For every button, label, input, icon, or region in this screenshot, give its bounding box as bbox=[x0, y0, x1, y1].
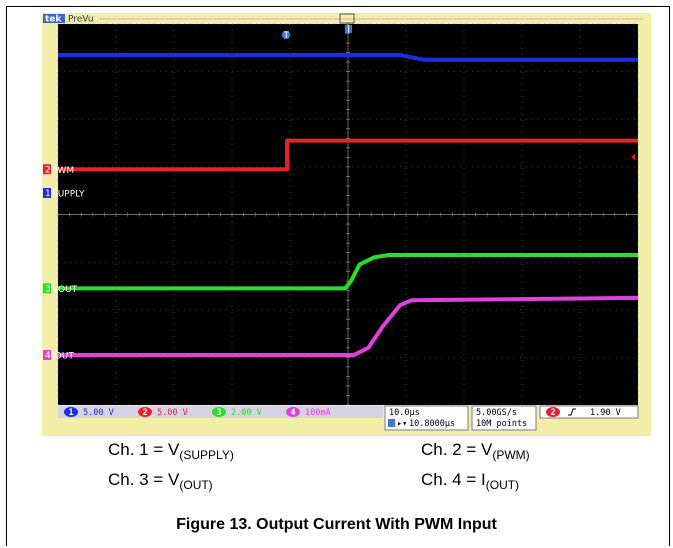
ch1-scale-value: 5.00 V bbox=[83, 408, 114, 418]
trigger-source: 2 bbox=[551, 408, 556, 418]
timebase-box bbox=[384, 405, 469, 431]
legend-ch1-sub: (SUPPLY) bbox=[179, 448, 234, 462]
ch2-screen-label: PWM bbox=[52, 166, 74, 176]
ch4-scale-badge bbox=[286, 407, 300, 417]
legend-ch1: Ch. 1 = V(SUPPLY) bbox=[108, 440, 234, 462]
ch3-marker-number: 3 bbox=[45, 284, 51, 294]
ch2-scale-number: 2 bbox=[143, 408, 148, 418]
legend-ch3-sub: (OUT) bbox=[179, 478, 213, 492]
ch4-screen-label: IOUT bbox=[52, 351, 74, 361]
svg-text:T: T bbox=[283, 31, 290, 41]
trigger-level-marker bbox=[631, 154, 635, 160]
trigger-level: 1.90 V bbox=[590, 408, 621, 418]
channel-labels: 1 SUPPLY 2 PWM 3 VOUT 4 IOUT bbox=[43, 164, 85, 361]
record-length: 10M points bbox=[476, 419, 527, 429]
trace-ch2 bbox=[58, 138, 638, 172]
delay-value: 10.8000µs bbox=[409, 419, 455, 429]
brand-badge bbox=[43, 14, 65, 23]
ch3-scale-badge bbox=[212, 407, 226, 417]
waveform-traces bbox=[58, 52, 639, 357]
ch2-marker-number: 2 bbox=[45, 165, 51, 175]
trace-ch3 bbox=[58, 252, 638, 291]
record-window-indicator bbox=[339, 13, 355, 24]
acquisition-box bbox=[471, 405, 537, 431]
legend-ch2-sub: (PWM) bbox=[492, 448, 530, 462]
ch3-scale-value: 2.00 V bbox=[231, 408, 262, 418]
figure-frame bbox=[6, 6, 670, 546]
legend-ch3: Ch. 3 = V(OUT) bbox=[108, 470, 213, 492]
ch4-scale-number: 4 bbox=[291, 408, 296, 418]
brand-label: tek bbox=[45, 15, 62, 25]
legend-ch4: Ch. 4 = I(OUT) bbox=[421, 470, 519, 492]
trigger-source-badge bbox=[546, 407, 560, 417]
trigger-position-marker: T bbox=[281, 30, 291, 41]
legend-ch4-sub: (OUT) bbox=[485, 478, 520, 492]
ch3-scale-number: 3 bbox=[217, 408, 222, 418]
ch4-ground-marker bbox=[43, 349, 51, 360]
oscilloscope-screenshot: tek PreVu T 1 SUPPLY 2 PWM 3 VOUT 4 IOUT 1 5.00 … bbox=[42, 13, 651, 436]
sample-rate: 5.00GS/s bbox=[476, 408, 517, 418]
delay-icon bbox=[388, 419, 395, 427]
top-border bbox=[6, 6, 670, 7]
ch1-scale-badge bbox=[64, 407, 78, 417]
mode-label: PreVu bbox=[68, 15, 94, 25]
figure-caption: Figure 13. Output Current With PWM Input bbox=[176, 516, 497, 533]
legend-ch2: Ch. 2 = V(PWM) bbox=[421, 440, 530, 462]
legend-ch2-prefix: Ch. 2 = V bbox=[421, 440, 493, 459]
legend-ch1-prefix: Ch. 1 = V bbox=[108, 440, 180, 459]
ch1-scale-number: 1 bbox=[69, 408, 74, 418]
ch3-screen-label: VOUT bbox=[52, 285, 78, 295]
ch1-marker-number: 1 bbox=[45, 189, 51, 199]
rising-edge-icon bbox=[568, 408, 576, 416]
legend-ch4-prefix: Ch. 4 = I bbox=[421, 470, 486, 489]
delay-prefix: ▸▾ bbox=[397, 419, 407, 429]
ch4-scale-value: 100mA bbox=[305, 408, 331, 418]
ch3-ground-marker bbox=[43, 283, 51, 294]
ch4-marker-number: 4 bbox=[45, 351, 51, 361]
channel-legend: Ch. 1 = V(SUPPLY) Ch. 2 = V(PWM) Ch. 3 =… bbox=[108, 440, 588, 500]
trace-ch1 bbox=[58, 52, 638, 62]
trigger-box bbox=[539, 405, 639, 419]
legend-ch3-prefix: Ch. 3 = V bbox=[108, 470, 180, 489]
trace-ch4 bbox=[58, 295, 639, 357]
timebase-value: 10.0µs bbox=[389, 408, 420, 418]
ch1-ground-marker bbox=[43, 187, 51, 198]
expansion-point-marker bbox=[345, 25, 352, 33]
ch2-scale-value: 5.00 V bbox=[157, 408, 188, 418]
ch2-ground-marker bbox=[43, 164, 51, 175]
channel-scales: 1 5.00 V 2 5.00 V 3 2.00 V 4 100mA bbox=[64, 407, 331, 418]
ch1-screen-label: SUPPLY bbox=[52, 189, 85, 199]
ch2-scale-badge bbox=[138, 407, 152, 417]
graticule bbox=[57, 23, 639, 406]
